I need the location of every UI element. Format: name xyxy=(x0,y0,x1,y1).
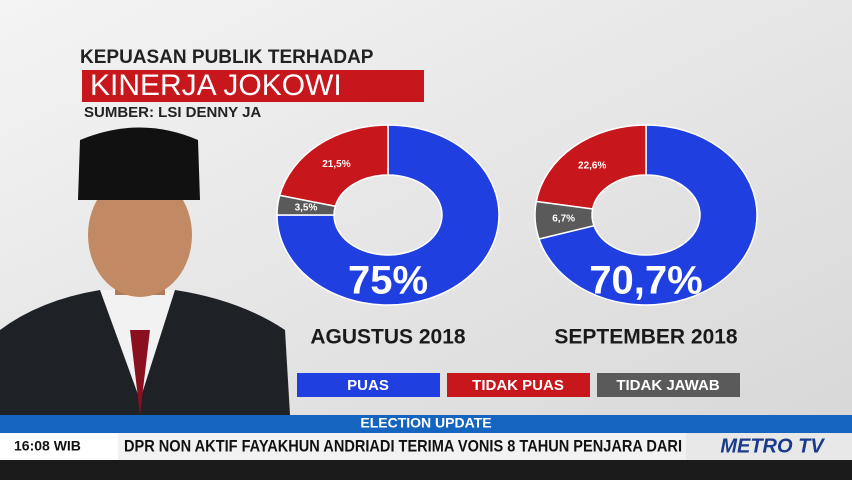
channel-logo: METRO TV xyxy=(720,435,825,457)
bottom-strip xyxy=(0,460,852,480)
value-label: 22,6% xyxy=(578,160,606,171)
donut-segment xyxy=(276,194,337,216)
banner-bar xyxy=(0,415,852,433)
legend-label: TIDAK PUAS xyxy=(472,377,564,394)
legend-label: PUAS xyxy=(347,377,389,394)
ticker-text: DPR NON AKTIF FAYAKHUN ANDRIADI TERIMA V… xyxy=(124,436,682,455)
value-label: 6,7% xyxy=(552,214,575,225)
value-label: 3,5% xyxy=(295,203,318,214)
donut-segment xyxy=(276,124,500,306)
portrait xyxy=(0,127,290,415)
logo-box xyxy=(686,433,852,460)
title-box xyxy=(82,70,424,102)
banner: ELECTION UPDATE xyxy=(360,415,491,431)
time-box xyxy=(0,433,118,460)
donut-segment xyxy=(535,124,647,210)
legend-label: TIDAK JAWAB xyxy=(616,377,720,394)
legend-swatch xyxy=(597,373,740,397)
value-label: 21,5% xyxy=(322,159,350,170)
main-value-label: 75% xyxy=(348,259,428,303)
main-value-label: 70,7% xyxy=(589,259,702,303)
donut-segment xyxy=(538,124,758,306)
title-line1: KEPUASAN PUBLIK TERHADAP xyxy=(80,47,374,68)
donut-segment xyxy=(278,124,389,208)
source: SUMBER: LSI DENNY JA xyxy=(84,104,261,121)
x-label: AGUSTUS 2018 xyxy=(310,326,466,349)
legend-swatch xyxy=(297,373,440,397)
donut-segment xyxy=(534,200,595,240)
legend-swatch xyxy=(447,373,590,397)
x-label: SEPTEMBER 2018 xyxy=(554,326,738,349)
ticker-time: 16:08 WIB xyxy=(14,438,81,454)
title-line2: KINERJA JOKOWI xyxy=(90,69,342,102)
